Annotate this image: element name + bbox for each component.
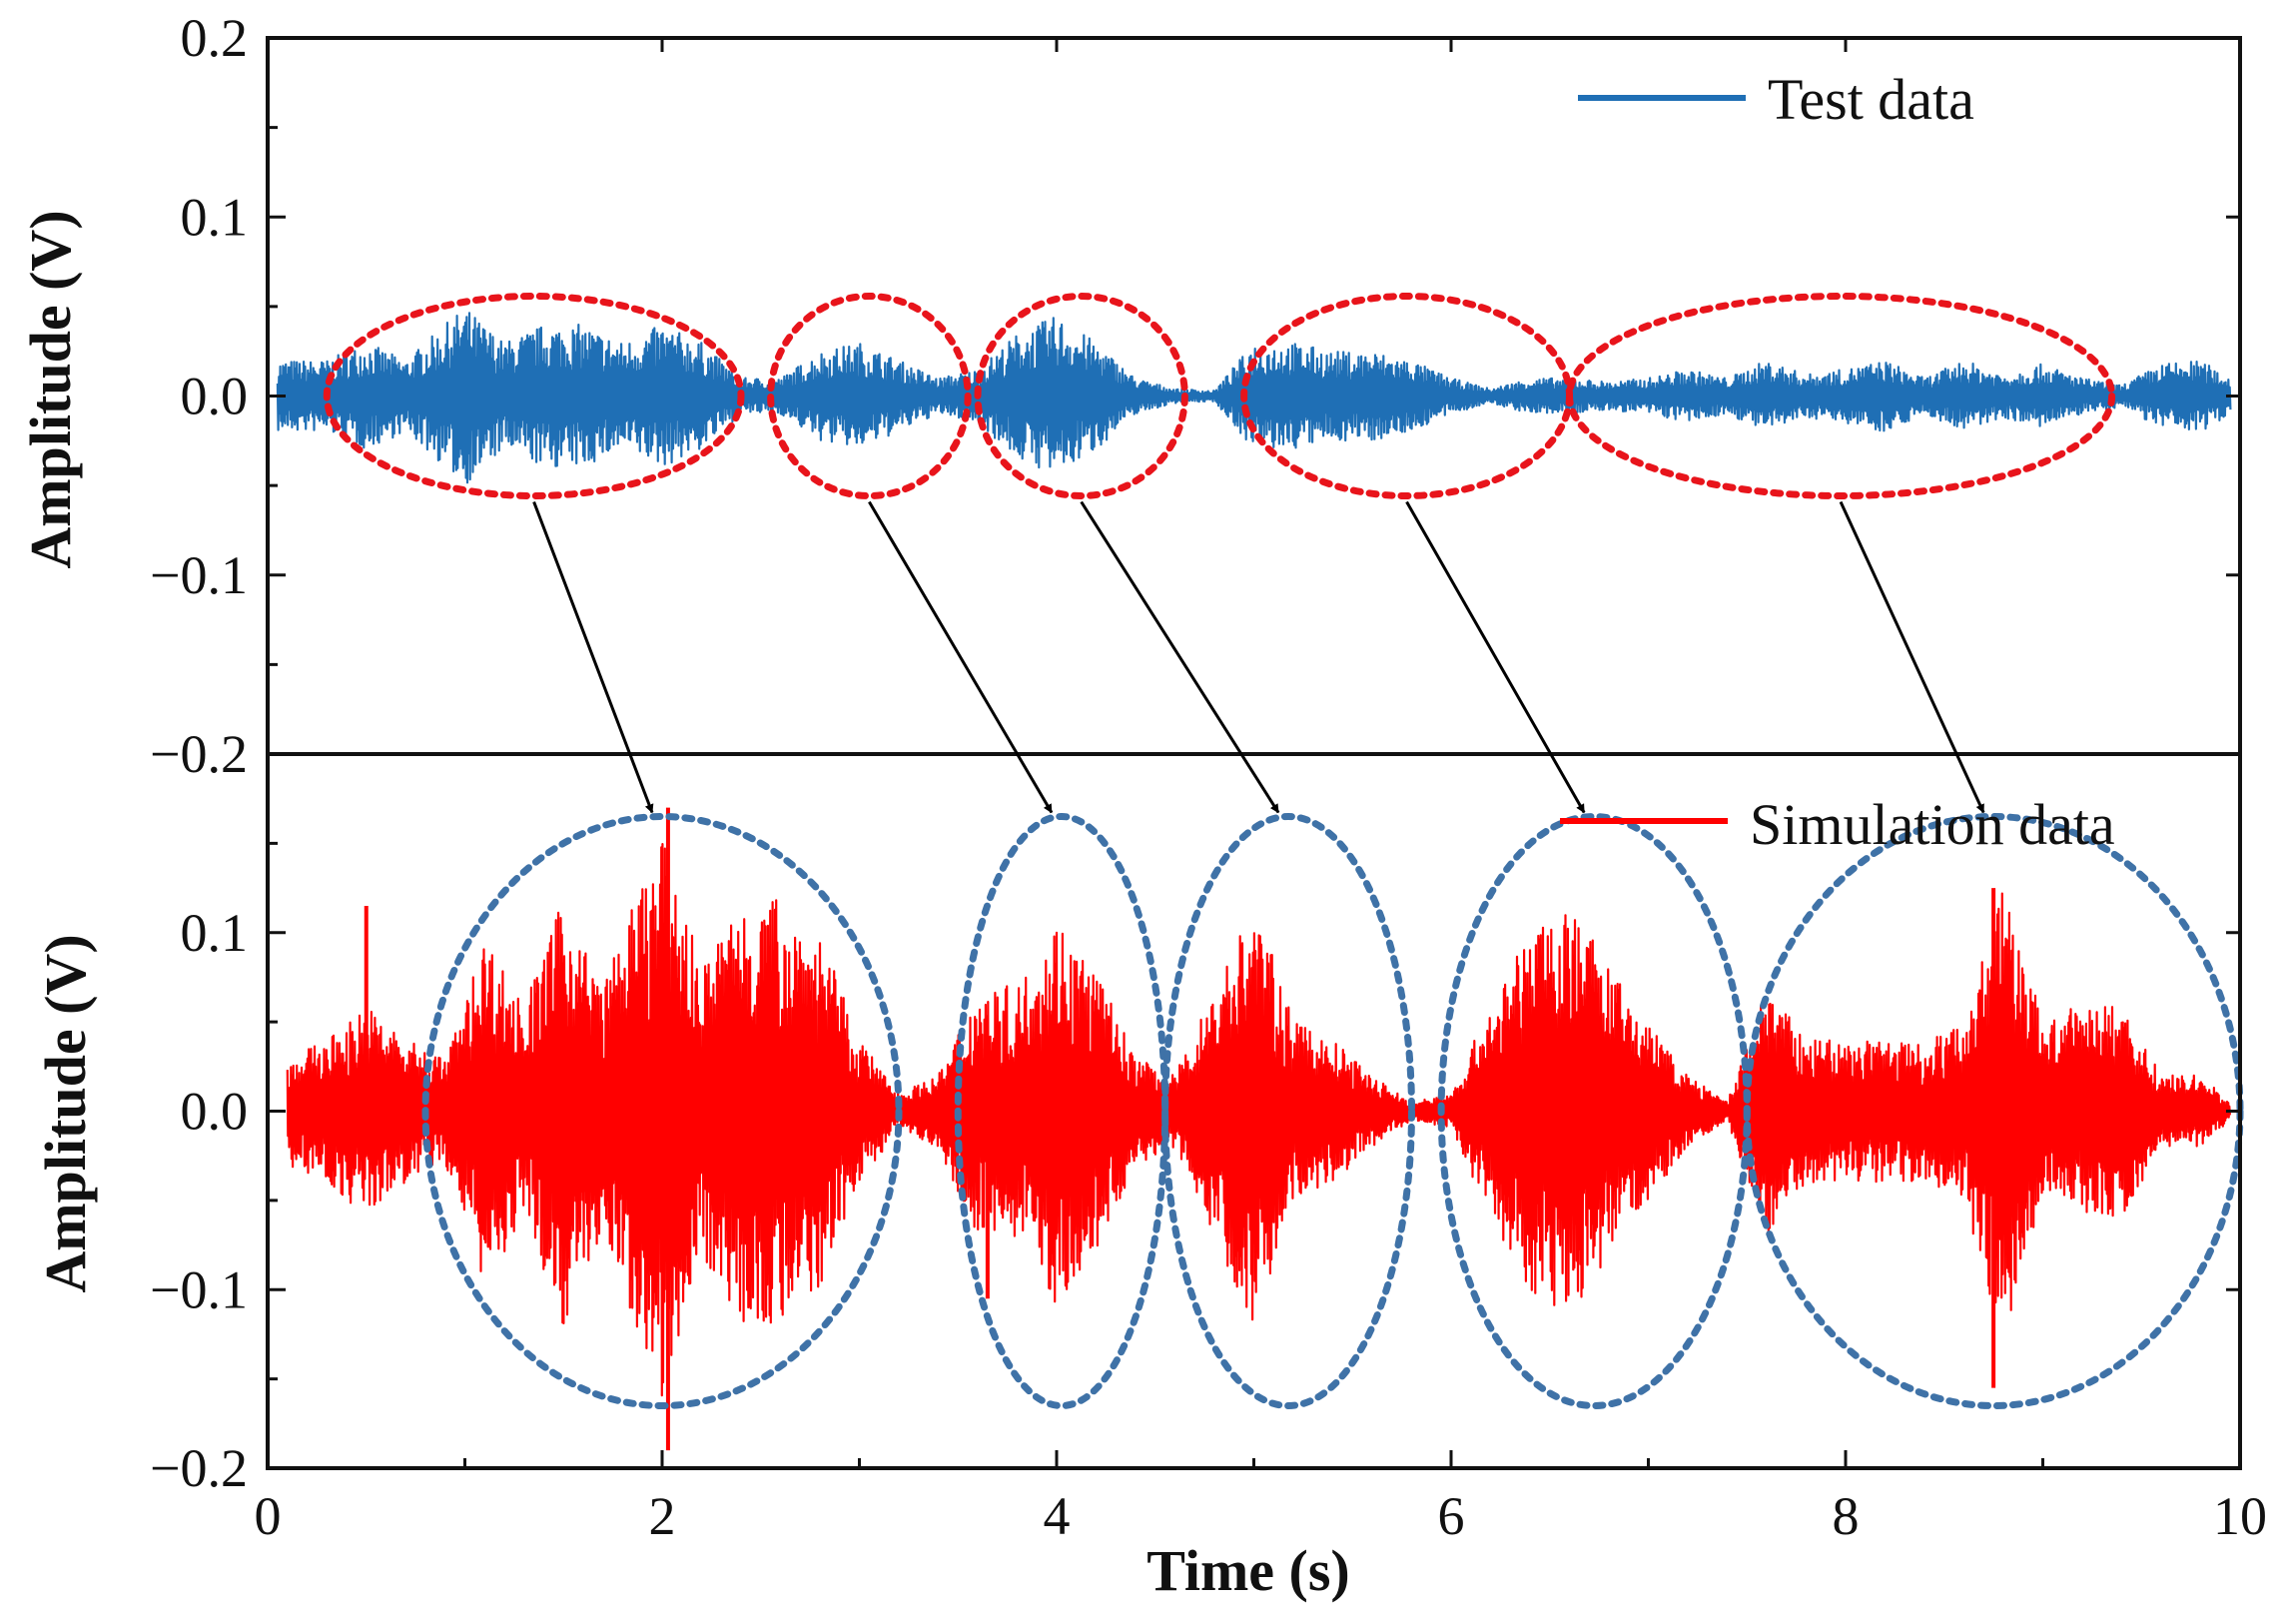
test-data-y-tick-label: −0.2 [150, 724, 248, 784]
test-data-signal [276, 312, 2232, 484]
x-tick-label: 0 [255, 1486, 282, 1546]
test-data-y-tick-label: 0.1 [181, 187, 249, 247]
mapping-arrow [868, 500, 1054, 814]
test-data-waveform [276, 312, 2232, 484]
test-data-panel: 0.2 0.1 0.0 −0.1 −0.2 Test data Amplitude (V… [18, 8, 2240, 784]
test-data-y-tick-label: 0.2 [181, 8, 249, 68]
simulation-data-y-axis-ticks: 0.1 0.0 −0.1 −0.2 [150, 903, 2240, 1498]
mapping-arrow [1080, 500, 1280, 814]
x-tick-label: 4 [1044, 1486, 1071, 1546]
test-data-legend: Test data [1578, 67, 1974, 132]
test-data-highlight-ellipse [323, 293, 745, 499]
simulation-data-plot-frame [266, 752, 2242, 1470]
simulation-data-waveform [286, 843, 2231, 1397]
simulation-data-y-tick-label: −0.2 [150, 1438, 248, 1498]
simulation-data-signal [286, 807, 2231, 1451]
simulation-data-y-tick-label: 0.1 [181, 903, 249, 963]
test-data-highlight-ellipse [974, 293, 1188, 499]
test-data-legend-label: Test data [1768, 67, 1974, 132]
simulation-data-panel: 0.1 0.0 −0.1 −0.2 0 2 4 6 8 10 Simulation data A… [33, 38, 2267, 1603]
test-data-y-tick-label: 0.0 [181, 367, 249, 426]
test-data-y-tick-label: −0.1 [150, 545, 248, 605]
test-data-highlight-ellipses [323, 293, 2116, 499]
x-tick-label: 2 [649, 1486, 676, 1546]
mapping-arrow [1839, 500, 1985, 814]
simulation-data-legend-label: Simulation data [1750, 792, 2115, 857]
x-axis-title: Time (s) [1146, 1538, 1350, 1603]
test-data-y-axis-title: Amplitude (V) [18, 210, 83, 568]
x-tick-label: 6 [1438, 1486, 1465, 1546]
simulation-data-highlight-ellipse [421, 813, 903, 1409]
simulation-data-y-axis-title: Amplitude (V) [33, 934, 98, 1292]
test-data-y-axis-ticks: 0.2 0.1 0.0 −0.1 −0.2 [150, 8, 2240, 784]
simulation-data-legend: Simulation data [1560, 792, 2115, 857]
simulation-data-y-tick-label: 0.0 [181, 1082, 249, 1142]
simulation-data-y-tick-label: −0.1 [150, 1259, 248, 1319]
simulation-data-highlight-ellipse [1161, 813, 1415, 1409]
x-tick-label: 8 [1833, 1486, 1860, 1546]
mapping-arrow [1405, 500, 1586, 814]
mapping-arrow [532, 500, 654, 814]
test-data-highlight-ellipse [767, 293, 972, 499]
mapping-arrows [532, 500, 1985, 814]
x-axis-ticks: 0 2 4 6 8 10 [255, 38, 2267, 1546]
test-data-highlight-ellipse [1566, 293, 2116, 499]
x-tick-label: 10 [2213, 1486, 2267, 1546]
